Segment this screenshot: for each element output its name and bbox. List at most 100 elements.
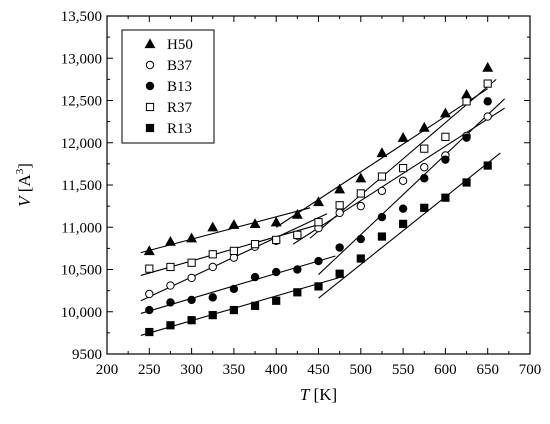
x-tick-label: 300 (180, 362, 203, 378)
data-point (186, 232, 198, 243)
data-point (166, 262, 175, 272)
y-tick-label: 13,000 (61, 51, 102, 67)
data-point (482, 61, 494, 72)
y-axis-title: V [A3] (14, 163, 34, 207)
data-point (483, 112, 492, 121)
y-tick-label: 11,500 (61, 178, 102, 194)
x-tick-label: 200 (96, 362, 119, 378)
legend-label: R13 (167, 121, 192, 137)
data-point (250, 301, 260, 310)
data-point (293, 230, 302, 239)
data-point (462, 178, 471, 187)
axis-ticks: 200 250 300 350 400 450 500 550 600 650 700 9500 10,… (61, 9, 542, 378)
legend-marker (144, 38, 156, 49)
data-point (399, 164, 408, 173)
data-point (207, 221, 219, 232)
data-point (441, 193, 450, 202)
data-point (272, 296, 281, 305)
data-point (143, 245, 155, 256)
x-tick-label: 350 (223, 362, 246, 378)
x-tick-label: 250 (138, 362, 161, 378)
data-point (334, 183, 346, 194)
legend-label: B13 (167, 79, 192, 95)
legend-label: B37 (167, 58, 193, 74)
data-point (418, 121, 430, 132)
y-axis-unit: [A (15, 174, 34, 193)
data-point (145, 305, 154, 315)
fit-line (275, 88, 489, 228)
data-layer (140, 61, 505, 337)
legend-marker (145, 81, 155, 91)
fit-line (318, 152, 501, 299)
x-axis-unit: [K] (314, 385, 338, 404)
data-point (293, 288, 302, 297)
data-point (356, 234, 365, 244)
series-r13-fits (140, 152, 501, 336)
data-point (335, 208, 344, 218)
y-tick-label: 11,000 (61, 220, 102, 236)
data-point (355, 172, 367, 183)
x-axis-symbol: T (300, 385, 311, 404)
data-point (187, 258, 196, 267)
legend-marker (145, 102, 155, 112)
data-point (356, 254, 365, 263)
data-point (377, 172, 387, 181)
data-point (356, 201, 365, 211)
data-point (145, 289, 154, 299)
legend-label: H50 (167, 37, 193, 53)
data-point (272, 235, 281, 245)
data-point (314, 256, 323, 266)
data-point (249, 218, 261, 229)
data-point (441, 132, 450, 141)
legend-label: R37 (167, 100, 193, 116)
series-r13 (145, 161, 492, 337)
data-point (166, 281, 175, 290)
data-point (398, 204, 408, 213)
data-point (420, 163, 429, 172)
x-tick-label: 500 (350, 362, 373, 378)
data-point (377, 212, 387, 222)
data-point (229, 253, 239, 262)
data-point (208, 293, 217, 302)
data-point (208, 262, 217, 272)
fit-line (140, 275, 345, 336)
y-axis-unit-close: ] (15, 163, 34, 169)
fit-line (318, 98, 505, 275)
y-tick-label: 10,500 (61, 263, 102, 279)
data-point (461, 88, 472, 99)
series-r37 (145, 79, 492, 273)
data-point (145, 327, 154, 337)
data-point (187, 295, 196, 305)
y-tick-label: 12,000 (61, 136, 102, 152)
y-tick-label: 10,000 (61, 305, 102, 321)
series-b13 (145, 97, 492, 315)
fit-line (292, 107, 505, 245)
x-tick-label: 600 (434, 362, 457, 378)
data-point (165, 235, 176, 246)
data-point (314, 282, 323, 291)
data-point (483, 97, 492, 106)
data-point (229, 284, 239, 294)
data-point (166, 298, 175, 307)
data-point (376, 147, 388, 158)
y-axis-symbol: V (15, 194, 34, 207)
data-point (377, 232, 387, 241)
data-point (335, 201, 344, 210)
data-point (229, 305, 239, 315)
data-point (270, 216, 282, 227)
x-tick-label: 400 (265, 362, 288, 378)
data-point (250, 240, 260, 249)
x-axis-title: T [K] (300, 385, 337, 404)
data-point (462, 133, 471, 142)
legend: H50 B37 B13 R37 R13 (121, 29, 215, 144)
data-point (356, 189, 365, 198)
data-point (483, 79, 492, 88)
data-point (420, 144, 429, 153)
data-point (335, 269, 344, 278)
x-tick-label: 650 (476, 362, 499, 378)
data-point (208, 311, 217, 320)
data-point (397, 132, 409, 142)
data-point (314, 218, 323, 227)
x-tick-label: 550 (392, 362, 415, 378)
